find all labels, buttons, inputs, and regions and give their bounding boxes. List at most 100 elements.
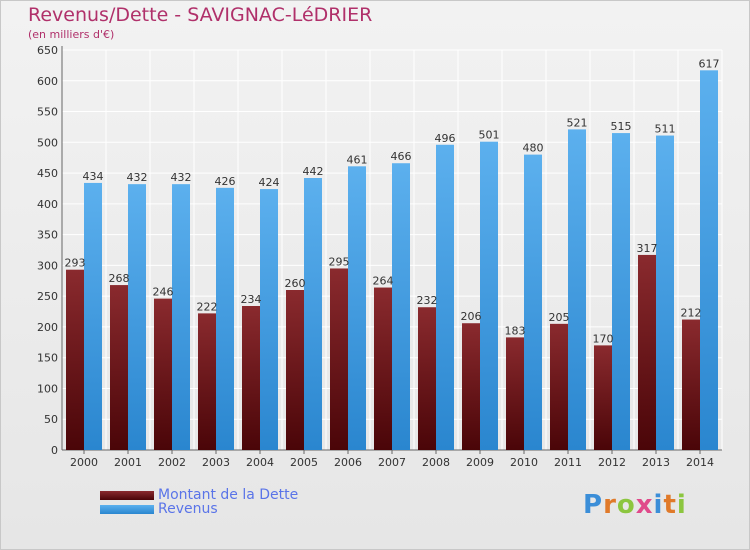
x-tick-label: 2004 bbox=[246, 456, 274, 469]
y-tick-label: 400 bbox=[37, 198, 58, 211]
x-tick-label: 2001 bbox=[114, 456, 142, 469]
data-label-dette: 295 bbox=[329, 255, 350, 268]
data-label-revenus: 617 bbox=[699, 57, 720, 70]
data-label-dette: 222 bbox=[197, 300, 218, 313]
chart-subtitle: (en milliers d'€) bbox=[28, 28, 115, 41]
bar-revenus bbox=[524, 154, 542, 450]
data-label-dette: 268 bbox=[109, 272, 130, 285]
data-label-dette: 205 bbox=[549, 311, 570, 324]
bar-revenus bbox=[348, 166, 366, 451]
bar-revenus bbox=[260, 189, 278, 451]
data-label-dette: 170 bbox=[593, 332, 614, 345]
bar-dette bbox=[286, 290, 304, 450]
bar-revenus bbox=[612, 133, 630, 451]
logo-letter: x bbox=[635, 490, 654, 520]
data-label-dette: 264 bbox=[373, 275, 394, 288]
bar-dette bbox=[198, 313, 216, 450]
data-label-revenus: 426 bbox=[215, 175, 236, 188]
bar-dette bbox=[594, 345, 612, 450]
bar-revenus bbox=[656, 135, 674, 451]
legend-item-revenus: Revenus bbox=[100, 501, 218, 517]
legend-swatch-dette bbox=[100, 490, 154, 500]
chart-title: Revenus/Dette - SAVIGNAC-LéDRIER bbox=[28, 4, 373, 26]
y-tick-label: 550 bbox=[37, 106, 58, 119]
bar-revenus bbox=[568, 129, 586, 450]
x-tick-label: 2011 bbox=[554, 456, 582, 469]
data-label-revenus: 442 bbox=[303, 165, 324, 178]
x-tick-label: 2007 bbox=[378, 456, 406, 469]
logo-letter: i bbox=[676, 490, 687, 520]
bar-dette bbox=[462, 323, 480, 450]
x-tick-label: 2005 bbox=[290, 456, 318, 469]
data-label-revenus: 501 bbox=[479, 129, 500, 142]
data-label-revenus: 521 bbox=[567, 116, 588, 129]
bar-dette bbox=[550, 323, 568, 450]
logo-letter: o bbox=[616, 490, 636, 520]
bar-revenus bbox=[304, 178, 322, 450]
x-tick-label: 2002 bbox=[158, 456, 186, 469]
data-labels: 293 434 268 432 246 432 222 426 234 424 260 442 295 4… bbox=[65, 57, 720, 345]
logo-letter: t bbox=[663, 490, 677, 520]
bar-dette bbox=[638, 254, 656, 450]
y-tick-label: 500 bbox=[37, 136, 58, 149]
data-label-dette: 234 bbox=[241, 293, 262, 306]
x-tick-label: 2006 bbox=[334, 456, 362, 469]
x-tick-label: 2000 bbox=[70, 456, 98, 469]
x-tick-label: 2008 bbox=[422, 456, 450, 469]
data-label-dette: 232 bbox=[417, 294, 438, 307]
y-tick-label: 350 bbox=[37, 229, 58, 242]
data-label-revenus: 511 bbox=[655, 123, 676, 136]
y-tick-label: 50 bbox=[44, 413, 58, 426]
bar-revenus bbox=[700, 70, 718, 451]
data-label-dette: 212 bbox=[681, 307, 702, 320]
data-label-dette: 293 bbox=[65, 257, 86, 270]
data-label-dette: 246 bbox=[153, 286, 174, 299]
bar-revenus bbox=[84, 182, 102, 450]
data-label-revenus: 424 bbox=[259, 176, 280, 189]
data-label-dette: 317 bbox=[637, 242, 658, 255]
data-label-revenus: 480 bbox=[523, 142, 544, 155]
bar-dette bbox=[110, 285, 128, 450]
bar-dette bbox=[66, 269, 84, 450]
logo-letter: r bbox=[603, 490, 617, 520]
legend-swatch-revenus bbox=[100, 504, 154, 514]
x-tick-label: 2010 bbox=[510, 456, 538, 469]
data-label-revenus: 496 bbox=[435, 132, 456, 145]
legend-label-dette: Montant de la Dette bbox=[158, 487, 299, 503]
y-tick-label: 650 bbox=[37, 44, 58, 57]
y-tick-label: 100 bbox=[37, 382, 58, 395]
bar-revenus bbox=[480, 141, 498, 450]
bar-revenus bbox=[436, 144, 454, 450]
y-tick-label: 200 bbox=[37, 321, 58, 334]
y-tick-label: 250 bbox=[37, 290, 58, 303]
data-label-revenus: 466 bbox=[391, 150, 412, 163]
data-label-dette: 183 bbox=[505, 324, 526, 337]
x-tick-label: 2009 bbox=[466, 456, 494, 469]
data-label-revenus: 432 bbox=[127, 171, 148, 184]
bar-dette bbox=[154, 298, 172, 450]
data-label-revenus: 434 bbox=[83, 170, 104, 183]
bar-dette bbox=[330, 268, 348, 450]
data-label-revenus: 515 bbox=[611, 120, 632, 133]
data-label-revenus: 461 bbox=[347, 153, 368, 166]
bar-revenus bbox=[392, 163, 410, 450]
bar-dette bbox=[374, 287, 392, 450]
bar-dette bbox=[682, 319, 700, 450]
bar-dette bbox=[242, 306, 260, 450]
y-tick-label: 150 bbox=[37, 352, 58, 365]
bar-dette bbox=[418, 307, 436, 450]
bar-revenus bbox=[172, 184, 190, 450]
data-label-revenus: 432 bbox=[171, 171, 192, 184]
logo-letter: P bbox=[583, 490, 604, 520]
x-tick-label: 2003 bbox=[202, 456, 230, 469]
x-tick-label: 2014 bbox=[686, 456, 714, 469]
legend-label-revenus: Revenus bbox=[158, 501, 218, 517]
legend-item-dette: Montant de la Dette bbox=[100, 487, 298, 503]
y-tick-label: 450 bbox=[37, 167, 58, 180]
y-tick-label: 300 bbox=[37, 259, 58, 272]
y-tick-label: 0 bbox=[51, 444, 58, 457]
data-label-dette: 260 bbox=[285, 277, 306, 290]
data-label-dette: 206 bbox=[461, 310, 482, 323]
proxiti-logo: Proxiti bbox=[583, 490, 687, 520]
